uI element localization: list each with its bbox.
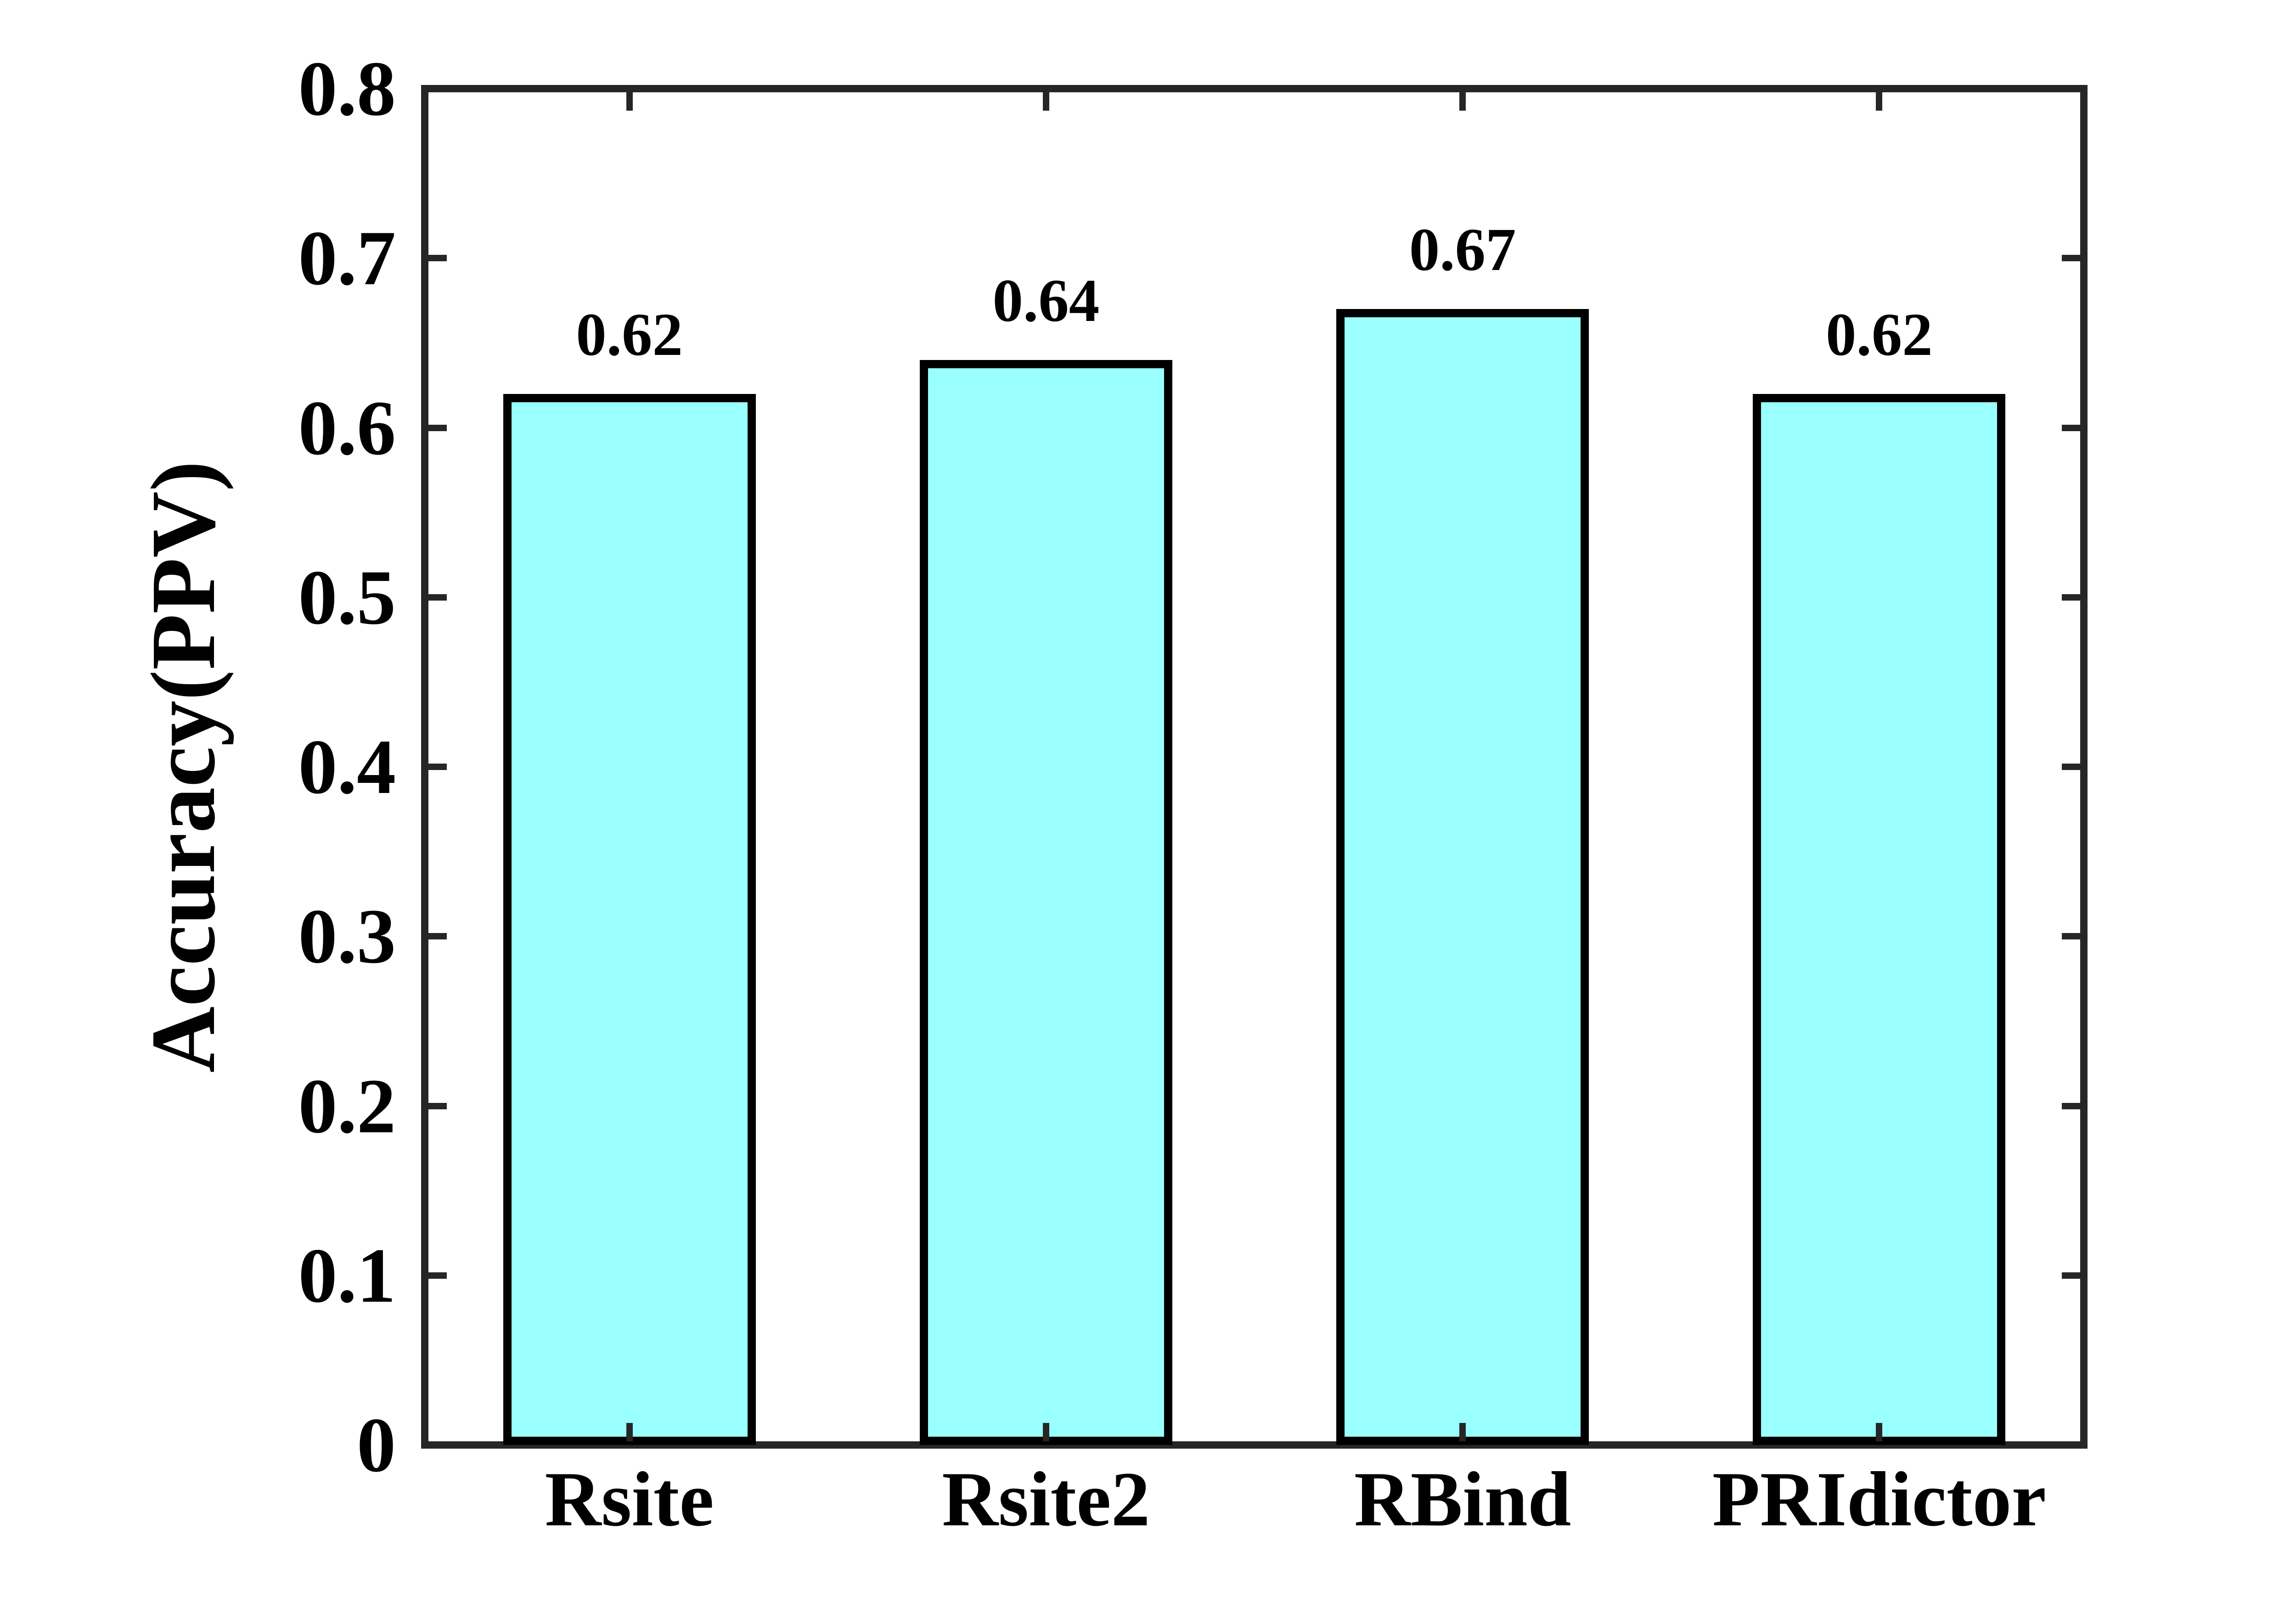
y-tick-mark-left (428, 594, 447, 601)
bar-RBind (1336, 309, 1589, 1445)
plot-area (421, 85, 2088, 1449)
y-tick-mark-right (2062, 594, 2080, 601)
x-tick-mark-bottom (1876, 1423, 1883, 1441)
x-tick-mark-top (1042, 92, 1049, 111)
bar-Rsite (503, 394, 756, 1445)
y-tick-label: 0.5 (298, 554, 396, 641)
y-tick-mark-left (428, 255, 447, 262)
y-tick-mark-right (2062, 255, 2080, 262)
y-tick-label: 0.3 (298, 893, 396, 980)
x-category-label-RBind: RBind (1354, 1456, 1571, 1542)
x-tick-mark-bottom (1459, 1423, 1466, 1441)
x-tick-mark-bottom (1042, 1423, 1049, 1441)
y-tick-label: 0.7 (298, 215, 396, 302)
x-category-label-Rsite2: Rsite2 (942, 1456, 1150, 1542)
y-tick-label: 0.6 (298, 384, 396, 471)
y-tick-label: 0 (357, 1402, 396, 1488)
x-tick-mark-top (1876, 92, 1883, 111)
x-category-label-Rsite: Rsite (545, 1456, 714, 1542)
x-category-label-PRIdictor: PRIdictor (1712, 1456, 2046, 1542)
y-tick-mark-right (2062, 933, 2080, 940)
bar-value-label: 0.62 (1826, 300, 1933, 368)
y-tick-label: 0.8 (298, 45, 396, 132)
y-tick-mark-right (2062, 424, 2080, 431)
x-tick-mark-bottom (626, 1423, 633, 1441)
y-tick-mark-right (2062, 1272, 2080, 1279)
bar-Rsite2 (919, 360, 1172, 1445)
y-tick-label: 0.1 (298, 1232, 396, 1319)
y-tick-mark-left (428, 1272, 447, 1279)
y-tick-mark-left (428, 1102, 447, 1109)
bar-value-label: 0.64 (992, 266, 1100, 334)
bar-value-label: 0.62 (576, 300, 683, 368)
y-tick-mark-left (428, 424, 447, 431)
x-tick-mark-top (626, 92, 633, 111)
y-tick-mark-right (2062, 1102, 2080, 1109)
y-tick-mark-left (428, 764, 447, 770)
y-tick-mark-right (2062, 764, 2080, 770)
y-axis-label: Accuracy(PPV) (133, 461, 234, 1073)
y-tick-label: 0.4 (298, 724, 396, 810)
x-tick-mark-top (1459, 92, 1466, 111)
bar-PRIdictor (1753, 394, 2006, 1445)
y-tick-label: 0.2 (298, 1062, 396, 1149)
bar-value-label: 0.67 (1409, 215, 1516, 284)
y-tick-mark-left (428, 933, 447, 940)
